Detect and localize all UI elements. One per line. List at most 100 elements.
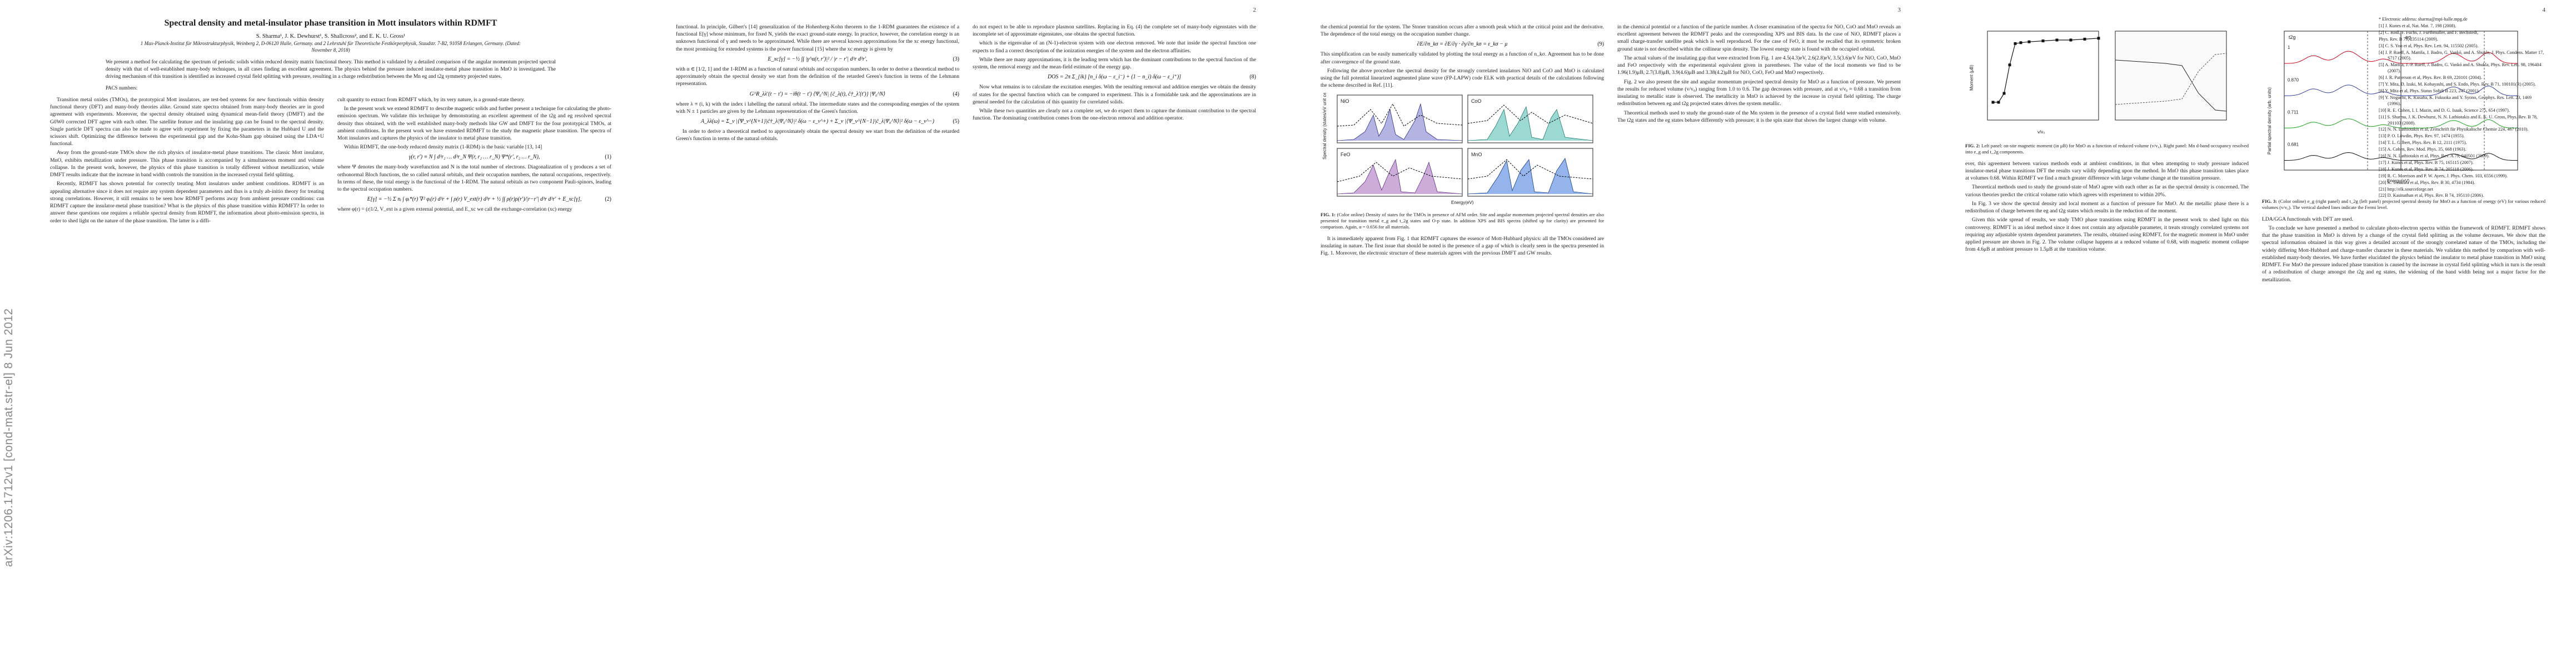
equation-number: (5) [953, 118, 959, 125]
paragraph: Theoretical methods used to study the gr… [1965, 184, 2249, 198]
reference-item: [20] K. Terakura et al, Phys. Rev. B 30,… [2379, 180, 2475, 185]
page-4-column-mid: t2g eg Partial spectral density (arb. un… [2262, 23, 2545, 285]
equation-body: E[γ] = −½ Σ nᵢ ∫ φᵢ*(r) ∇² φᵢ(r) d³r + ∫… [367, 196, 582, 203]
page-4: 4 Moment (μB) v/v₀ FIG. 2: Left panel: o… [1934, 0, 2576, 667]
reference-item: [21] http://elk.sourceforge.net [2379, 186, 2433, 192]
page-4-column-left: Moment (μB) v/v₀ FIG. 2: Left panel: on-… [1965, 23, 2249, 285]
moment-series-line [1993, 38, 2099, 103]
figure-1-dos-panels: Spectral density (states/eV unit cell) N… [1322, 88, 1593, 205]
panel-coo: CoO [1467, 94, 1593, 143]
figure-1-xlabel: Energy(eV) [1451, 200, 1474, 205]
panel-label: FeO [1341, 152, 1351, 157]
caption-text: (Color online) Density of states for the… [1321, 211, 1605, 230]
caption-text: (Color online) e_g (right panel) and t_2… [2262, 198, 2545, 211]
dos-series-line [2401, 86, 2518, 96]
paragraph: In Fig. 3 we show the spectral density a… [1965, 200, 2249, 215]
figure-2-moment-plot: Moment (μB) v/v₀ [1969, 31, 2227, 135]
equation-body: γ(r, r′) ≡ N ∫ d³r₂ … d³r_N Ψ(r, r₂ … r_… [408, 154, 540, 161]
equation: E_xc[γ] = −½ ∫∫ |γ^α(r, r′)|² / |r − r′|… [676, 56, 959, 62]
panel-mno: MnO [1467, 148, 1593, 197]
references-list: * Electronic address: sharma@mpi-halle.m… [2379, 17, 2545, 199]
paragraph: cult quantity to extract from RDMFT whic… [337, 96, 525, 103]
dos-series-line [2284, 84, 2401, 96]
plot-frame-right [2115, 31, 2227, 121]
paragraph: ever, this agreement between various met… [1965, 160, 2249, 182]
reference-item: [10] R. E. Cohen, I. I. Mazin, and D. G.… [2379, 107, 2510, 113]
equation-body: DOS = 2π Σ_{ik} [n_i δ(ω − ε_i⁻) + (1 − … [1047, 74, 1182, 81]
equation: A_λλ(ω) = Σ_ν |⟨Ψ_ν^{N+1}|ĉ†_λ|Ψ₀^N⟩|² δ… [676, 118, 959, 125]
figure-1-caption: FIG. 1: (Color online) Density of states… [1321, 212, 1604, 231]
paragraph: LDA/GGA functionals with DFT are used. [2262, 216, 2353, 222]
reference-item: [2] C. Rödl, F. Fuchs, J. Furthmüller, a… [2379, 29, 2479, 35]
paragraph: While these two quantities are clearly n… [973, 108, 1256, 122]
paragraph: where Ψ denotes the many-body wavefuncti… [337, 164, 611, 193]
panel-nio: NiO [1337, 94, 1463, 143]
moment-data-point [2097, 37, 2100, 40]
figure-2-marks [1991, 37, 2100, 104]
volume-label: 0.681 [2288, 142, 2299, 147]
reference-item: [18] J. Kunes et al, Phys. Rev. B 74, 20… [2379, 166, 2474, 172]
equation-body: ∂E/∂n_kσ = ∂E/∂γ · ∂γ/∂n_kσ = ε_kσ − μ [1417, 41, 1508, 48]
paper-affiliation: 1 Max-Planck-Institut für Mikrostrukturp… [140, 41, 521, 53]
figure-1-ylabel: Spectral density (states/eV unit cell) [1322, 93, 1327, 160]
paragraph: Given this wide spread of results, we st… [1965, 217, 2249, 253]
equation: ∂E/∂n_kσ = ∂E/∂γ · ∂γ/∂n_kσ = ε_kσ − μ (… [1321, 41, 1604, 47]
moment-data-point [2027, 40, 2031, 43]
moment-data-point [2083, 37, 2086, 41]
figure-2-caption: FIG. 2: Left panel: on-site magnetic mom… [1965, 143, 2249, 156]
paragraph: functional. In principle, Gilbert's [14]… [676, 24, 959, 52]
panel-label: CoO [1471, 98, 1482, 104]
equation-body: G^R_λλ′(t − t′) = −iθ(t − t′) ⟨Ψ₀^N| {ĉ_… [749, 91, 886, 97]
reference-item: [6] J. R. Patterson et al, Phys. Rev. B … [2379, 75, 2482, 81]
paragraph: It is immediately apparent from Fig. 1 t… [1321, 235, 1604, 257]
page-3-column-right: in the chemical potential or a function … [1617, 23, 1901, 258]
equation: DOS = 2π Σ_{ik} [n_i δ(ω − ε_i⁻) + (1 − … [973, 74, 1256, 80]
reference-item: [1] J. Kunes et al, Nat. Mat. 7, 198 (20… [2379, 23, 2457, 28]
paragraph: The actual values of the insulating gap … [1617, 54, 1901, 76]
panel-label: NiO [1341, 98, 1349, 104]
equation-body: A_λλ(ω) = Σ_ν |⟨Ψ_ν^{N+1}|ĉ†_λ|Ψ₀^N⟩|² δ… [701, 118, 934, 125]
reference-item: [17] J. Kunes et al, Phys. Rev. B 75, 16… [2379, 160, 2474, 165]
page-2: 2 functional. In principle, Gilbert's [1… [645, 0, 1287, 667]
figure-3: t2g eg Partial spectral density (arb. un… [2262, 27, 2545, 211]
paragraph: Now what remains is to calculate the exc… [973, 84, 1256, 105]
volume-label: 0.711 [2288, 109, 2299, 115]
reference-item: [14] T. L. Gilbert, Phys. Rev. B 12, 211… [2379, 140, 2467, 146]
figure-3-partial-dos: t2g eg Partial spectral density (arb. un… [2267, 31, 2518, 183]
paragraph: Away from the ground-state TMOs show the… [50, 150, 324, 178]
paragraph: where λ ≡ (i, k) with the index i labell… [676, 101, 959, 115]
reference-item: [19] R. C. Morrison and P. W. Ayers, J. … [2379, 173, 2508, 178]
page-1-column-left: Transition metal oxides (TMOs), the prot… [50, 96, 324, 226]
figure-3-caption: FIG. 3: (Color online) e_g (right panel)… [2262, 198, 2545, 211]
moment-data-point [2055, 38, 2059, 42]
panel-label-left: t2g [2289, 34, 2296, 40]
reference-item: [5] A. Mattila, J.-P. Rueff, J. Badro, G… [2379, 62, 2542, 74]
panel-label: MnO [1471, 152, 1482, 157]
dos-series-line [2284, 152, 2401, 161]
paragraph: where φ(r) = (r|1/2, V_ext is a given ex… [337, 206, 572, 213]
paragraph: To conclude we have presented a method t… [2262, 225, 2545, 283]
paragraph: Recently, RDMFT has shown potential for … [50, 181, 324, 224]
paragraph: Transition metal oxides (TMOs), the prot… [50, 96, 324, 147]
page-number: 2 [1253, 7, 1257, 13]
figure-2-xlabel: v/v₀ [2037, 130, 2045, 135]
page-1-column-right: cult quantity to extract from RDMFT whic… [337, 96, 611, 226]
moment-data-point [2041, 39, 2045, 43]
paragraph: While there are many approximations, it … [973, 56, 1256, 71]
equation-number: (2) [605, 196, 611, 203]
equation-number: (9) [1597, 41, 1604, 48]
t2g-occupation-line [2115, 53, 2227, 105]
pacs-numbers: PACS numbers: [106, 84, 138, 91]
dos-series-line [2401, 119, 2518, 128]
plot-frame [1987, 31, 2099, 121]
reference-item: [22] D. Kasinathan et al, Phys. Rev. B 7… [2379, 193, 2484, 198]
moment-data-point [2002, 92, 2006, 95]
dos-series-line [2401, 52, 2518, 64]
plot-frame-right [2400, 31, 2518, 171]
moment-data-point [2014, 42, 2017, 45]
page-2-column-right: do not expect to be able to reproduce pl… [973, 23, 1256, 145]
caption-label: FIG. 1: [1321, 211, 1336, 217]
moment-data-point [2069, 38, 2072, 42]
equation: G^R_λλ′(t − t′) = −iθ(t − t′) ⟨Ψ₀^N| {ĉ_… [676, 91, 959, 97]
panel-feo: FeO [1337, 148, 1463, 197]
